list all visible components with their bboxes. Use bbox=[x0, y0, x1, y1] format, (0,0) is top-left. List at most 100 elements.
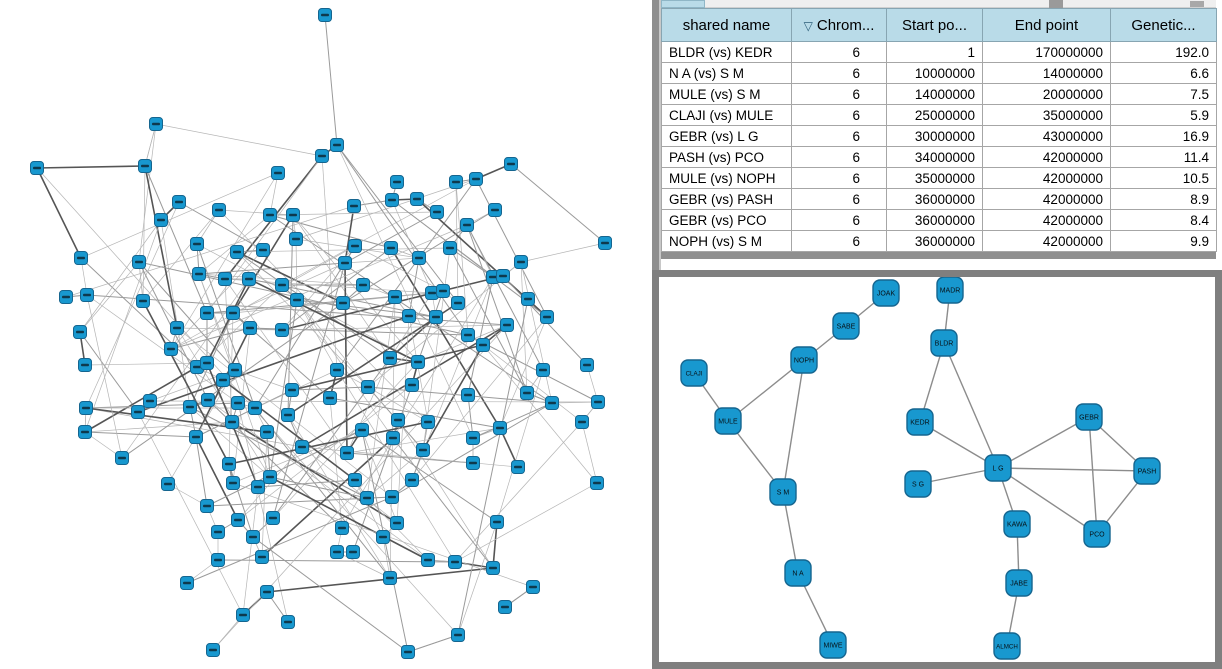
network-node[interactable] bbox=[189, 430, 203, 444]
table-cell[interactable]: 36000000 bbox=[886, 209, 983, 231]
network-node[interactable] bbox=[405, 473, 419, 487]
network-node[interactable] bbox=[161, 477, 175, 491]
network-node[interactable] bbox=[136, 294, 150, 308]
table-row[interactable]: PASH (vs) PCO 6 34000000 42000000 11.4 bbox=[661, 146, 1217, 168]
table-cell[interactable]: 30000000 bbox=[886, 125, 983, 147]
network-node[interactable] bbox=[430, 205, 444, 219]
node-shape[interactable] bbox=[832, 312, 860, 340]
network-node[interactable] bbox=[271, 166, 285, 180]
network-node[interactable] bbox=[330, 138, 344, 152]
table-cell[interactable]: 6 bbox=[791, 209, 887, 231]
column-header-genetic---[interactable]: Genetic... bbox=[1110, 8, 1217, 42]
network-node-l-g[interactable]: L G bbox=[984, 454, 1012, 482]
filtered-network-nodes[interactable]: JOAK MADR SABE NOPH BLDR CLAJI MULE KEDR GEBR S M… bbox=[680, 277, 1161, 660]
network-node[interactable] bbox=[348, 473, 362, 487]
table-cell[interactable]: 42000000 bbox=[982, 146, 1111, 168]
network-node[interactable] bbox=[231, 513, 245, 527]
network-node[interactable] bbox=[580, 358, 594, 372]
network-node[interactable] bbox=[421, 415, 435, 429]
network-node[interactable] bbox=[421, 553, 435, 567]
network-node[interactable] bbox=[545, 396, 559, 410]
network-node[interactable] bbox=[285, 383, 299, 397]
network-node[interactable] bbox=[246, 530, 260, 544]
table-cell[interactable]: GEBR (vs) L G bbox=[661, 125, 792, 147]
table-cell[interactable]: 6 bbox=[791, 41, 887, 63]
network-node[interactable] bbox=[200, 356, 214, 370]
filtered-network-canvas[interactable]: JOAK MADR SABE NOPH BLDR CLAJI MULE KEDR GEBR S M… bbox=[659, 277, 1215, 662]
network-node[interactable] bbox=[230, 245, 244, 259]
table-cell[interactable]: 6 bbox=[791, 104, 887, 126]
network-node[interactable] bbox=[336, 296, 350, 310]
network-node[interactable] bbox=[348, 239, 362, 253]
network-node[interactable] bbox=[521, 292, 535, 306]
table-row[interactable]: MULE (vs) S M 6 14000000 20000000 7.5 bbox=[661, 83, 1217, 105]
table-cell[interactable]: 6 bbox=[791, 62, 887, 84]
node-shape[interactable] bbox=[680, 359, 708, 387]
network-node[interactable] bbox=[436, 284, 450, 298]
table-cell[interactable]: MULE (vs) NOPH bbox=[661, 167, 792, 189]
network-node[interactable] bbox=[469, 172, 483, 186]
network-node[interactable] bbox=[266, 511, 280, 525]
pane-divider[interactable] bbox=[652, 0, 661, 270]
network-node[interactable] bbox=[488, 203, 502, 217]
table-cell[interactable]: MULE (vs) S M bbox=[661, 83, 792, 105]
network-node[interactable] bbox=[451, 628, 465, 642]
table-cell[interactable]: GEBR (vs) PASH bbox=[661, 188, 792, 210]
network-node[interactable] bbox=[216, 373, 230, 387]
network-node-sabe[interactable]: SABE bbox=[832, 312, 860, 340]
network-node[interactable] bbox=[356, 278, 370, 292]
table-cell[interactable]: 7.5 bbox=[1110, 83, 1217, 105]
network-node[interactable] bbox=[490, 515, 504, 529]
table-cell[interactable]: 35000000 bbox=[982, 104, 1111, 126]
network-node[interactable] bbox=[260, 585, 274, 599]
network-node[interactable] bbox=[461, 328, 475, 342]
network-node[interactable] bbox=[390, 516, 404, 530]
node-shape[interactable] bbox=[872, 279, 900, 307]
network-node[interactable] bbox=[201, 393, 215, 407]
network-node[interactable] bbox=[183, 400, 197, 414]
network-node[interactable] bbox=[218, 272, 232, 286]
network-node[interactable] bbox=[192, 267, 206, 281]
network-node[interactable] bbox=[263, 208, 277, 222]
table-cell[interactable]: 11.4 bbox=[1110, 146, 1217, 168]
network-node[interactable] bbox=[190, 237, 204, 251]
network-node[interactable] bbox=[498, 600, 512, 614]
network-node[interactable] bbox=[410, 192, 424, 206]
network-node-claji[interactable]: CLAJI bbox=[680, 359, 708, 387]
network-node-s-g[interactable]: S G bbox=[904, 470, 932, 498]
large-network-canvas[interactable] bbox=[0, 0, 652, 669]
network-node[interactable] bbox=[360, 491, 374, 505]
network-edge-NOPH-SM[interactable] bbox=[782, 359, 805, 493]
node-shape[interactable] bbox=[993, 632, 1021, 660]
network-node[interactable] bbox=[154, 213, 168, 227]
table-row[interactable]: GEBR (vs) PASH 6 36000000 42000000 8.9 bbox=[661, 188, 1217, 210]
network-node[interactable] bbox=[200, 499, 214, 513]
table-row[interactable]: NOPH (vs) S M 6 36000000 42000000 9.9 bbox=[661, 230, 1217, 252]
network-node[interactable] bbox=[383, 351, 397, 365]
network-node[interactable] bbox=[231, 396, 245, 410]
table-cell[interactable]: 42000000 bbox=[982, 230, 1111, 252]
network-node[interactable] bbox=[251, 480, 265, 494]
network-node[interactable] bbox=[575, 415, 589, 429]
network-node[interactable] bbox=[493, 421, 507, 435]
table-cell[interactable]: 16.9 bbox=[1110, 125, 1217, 147]
table-cell[interactable]: NOPH (vs) S M bbox=[661, 230, 792, 252]
network-node[interactable] bbox=[391, 413, 405, 427]
node-shape[interactable] bbox=[784, 559, 812, 587]
node-shape[interactable] bbox=[1075, 403, 1103, 431]
node-shape[interactable] bbox=[1005, 569, 1033, 597]
network-node[interactable] bbox=[486, 561, 500, 575]
network-node-s-m[interactable]: S M bbox=[769, 478, 797, 506]
network-node[interactable] bbox=[180, 576, 194, 590]
network-node[interactable] bbox=[138, 159, 152, 173]
network-node-madr[interactable]: MADR bbox=[936, 277, 964, 304]
table-row[interactable]: GEBR (vs) L G 6 30000000 43000000 16.9 bbox=[661, 125, 1217, 147]
network-node[interactable] bbox=[30, 161, 44, 175]
table-cell[interactable]: 36000000 bbox=[886, 230, 983, 252]
network-node[interactable] bbox=[361, 380, 375, 394]
table-cell[interactable]: 25000000 bbox=[886, 104, 983, 126]
table-cell[interactable]: 36000000 bbox=[886, 188, 983, 210]
table-cell[interactable]: 42000000 bbox=[982, 188, 1111, 210]
network-node[interactable] bbox=[115, 451, 129, 465]
network-node[interactable] bbox=[386, 431, 400, 445]
